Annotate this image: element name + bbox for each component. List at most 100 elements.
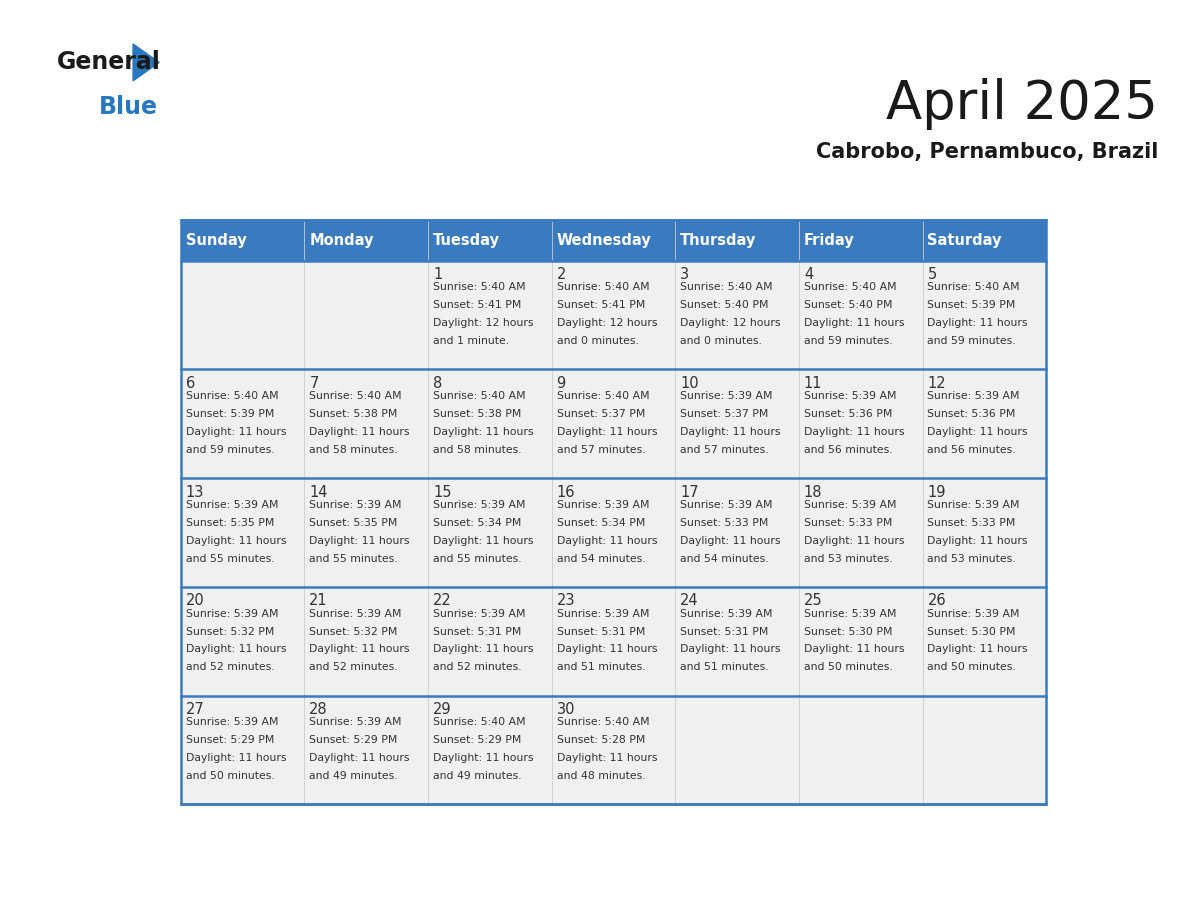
- Text: Sunrise: 5:40 AM: Sunrise: 5:40 AM: [557, 283, 649, 293]
- Bar: [428, 261, 551, 369]
- Text: 11: 11: [804, 376, 822, 391]
- Text: Daylight: 11 hours: Daylight: 11 hours: [804, 644, 904, 655]
- Bar: [428, 219, 551, 261]
- Text: and 57 minutes.: and 57 minutes.: [681, 445, 769, 455]
- Text: General: General: [57, 50, 160, 74]
- Text: Sunrise: 5:39 AM: Sunrise: 5:39 AM: [681, 391, 772, 401]
- Text: and 51 minutes.: and 51 minutes.: [557, 663, 645, 672]
- Text: Sunset: 5:38 PM: Sunset: 5:38 PM: [432, 409, 522, 420]
- Text: 9: 9: [557, 376, 565, 391]
- Text: Daylight: 11 hours: Daylight: 11 hours: [185, 427, 286, 437]
- Text: 4: 4: [804, 267, 813, 282]
- Text: 15: 15: [432, 485, 451, 499]
- Text: Sunrise: 5:40 AM: Sunrise: 5:40 AM: [432, 283, 525, 293]
- Bar: [675, 696, 798, 804]
- Text: Sunset: 5:35 PM: Sunset: 5:35 PM: [185, 518, 274, 528]
- Text: Sunrise: 5:39 AM: Sunrise: 5:39 AM: [185, 500, 278, 509]
- Text: 25: 25: [804, 593, 822, 609]
- Text: and 52 minutes.: and 52 minutes.: [309, 663, 398, 672]
- Text: Daylight: 11 hours: Daylight: 11 hours: [928, 536, 1028, 546]
- Bar: [923, 261, 1047, 369]
- Bar: [923, 219, 1047, 261]
- Bar: [304, 478, 428, 587]
- Text: Sunset: 5:31 PM: Sunset: 5:31 PM: [681, 627, 769, 636]
- Text: Sunset: 5:32 PM: Sunset: 5:32 PM: [185, 627, 274, 636]
- Text: and 51 minutes.: and 51 minutes.: [681, 663, 769, 672]
- Text: Daylight: 11 hours: Daylight: 11 hours: [804, 319, 904, 329]
- Bar: [551, 696, 675, 804]
- Text: 19: 19: [928, 485, 946, 499]
- Text: and 49 minutes.: and 49 minutes.: [309, 771, 398, 781]
- Text: Sunset: 5:36 PM: Sunset: 5:36 PM: [928, 409, 1016, 420]
- Text: Sunset: 5:37 PM: Sunset: 5:37 PM: [557, 409, 645, 420]
- Text: Sunrise: 5:39 AM: Sunrise: 5:39 AM: [804, 609, 897, 619]
- Text: and 57 minutes.: and 57 minutes.: [557, 445, 645, 455]
- Text: Sunset: 5:35 PM: Sunset: 5:35 PM: [309, 518, 398, 528]
- Bar: [923, 369, 1047, 478]
- Text: Sunrise: 5:39 AM: Sunrise: 5:39 AM: [928, 609, 1020, 619]
- Bar: [551, 478, 675, 587]
- Text: Sunset: 5:38 PM: Sunset: 5:38 PM: [309, 409, 398, 420]
- Text: and 55 minutes.: and 55 minutes.: [432, 554, 522, 564]
- Bar: [798, 261, 923, 369]
- Text: Daylight: 11 hours: Daylight: 11 hours: [185, 644, 286, 655]
- Text: Sunrise: 5:39 AM: Sunrise: 5:39 AM: [432, 500, 525, 509]
- Bar: [181, 696, 304, 804]
- Bar: [304, 261, 428, 369]
- Text: Sunset: 5:29 PM: Sunset: 5:29 PM: [309, 735, 398, 745]
- Text: Daylight: 11 hours: Daylight: 11 hours: [928, 427, 1028, 437]
- Text: 3: 3: [681, 267, 689, 282]
- Text: and 59 minutes.: and 59 minutes.: [928, 336, 1016, 346]
- Bar: [798, 219, 923, 261]
- Text: Sunrise: 5:39 AM: Sunrise: 5:39 AM: [557, 500, 649, 509]
- Text: Sunrise: 5:39 AM: Sunrise: 5:39 AM: [804, 391, 897, 401]
- Text: Sunset: 5:31 PM: Sunset: 5:31 PM: [432, 627, 522, 636]
- Bar: [675, 261, 798, 369]
- Text: Sunrise: 5:39 AM: Sunrise: 5:39 AM: [804, 500, 897, 509]
- Text: Sunrise: 5:40 AM: Sunrise: 5:40 AM: [928, 283, 1020, 293]
- Text: and 59 minutes.: and 59 minutes.: [804, 336, 892, 346]
- Text: Daylight: 11 hours: Daylight: 11 hours: [557, 753, 657, 763]
- Text: Sunset: 5:31 PM: Sunset: 5:31 PM: [557, 627, 645, 636]
- Text: Daylight: 11 hours: Daylight: 11 hours: [681, 536, 781, 546]
- Text: Daylight: 11 hours: Daylight: 11 hours: [557, 427, 657, 437]
- Bar: [304, 369, 428, 478]
- Text: 18: 18: [804, 485, 822, 499]
- Text: Sunrise: 5:39 AM: Sunrise: 5:39 AM: [309, 717, 402, 727]
- Bar: [675, 369, 798, 478]
- Text: 7: 7: [309, 376, 318, 391]
- Text: Sunrise: 5:39 AM: Sunrise: 5:39 AM: [185, 609, 278, 619]
- Text: Daylight: 11 hours: Daylight: 11 hours: [432, 536, 533, 546]
- Text: 20: 20: [185, 593, 204, 609]
- Bar: [798, 369, 923, 478]
- Bar: [551, 261, 675, 369]
- Text: Sunrise: 5:39 AM: Sunrise: 5:39 AM: [185, 717, 278, 727]
- Text: Daylight: 11 hours: Daylight: 11 hours: [309, 536, 410, 546]
- Text: Daylight: 11 hours: Daylight: 11 hours: [557, 536, 657, 546]
- Text: 12: 12: [928, 376, 946, 391]
- Text: and 55 minutes.: and 55 minutes.: [309, 554, 398, 564]
- Text: Sunset: 5:36 PM: Sunset: 5:36 PM: [804, 409, 892, 420]
- Text: Sunset: 5:40 PM: Sunset: 5:40 PM: [804, 300, 892, 310]
- Text: 6: 6: [185, 376, 195, 391]
- Text: Daylight: 11 hours: Daylight: 11 hours: [432, 644, 533, 655]
- Bar: [428, 478, 551, 587]
- Text: 8: 8: [432, 376, 442, 391]
- Text: Sunset: 5:29 PM: Sunset: 5:29 PM: [185, 735, 274, 745]
- Text: Daylight: 12 hours: Daylight: 12 hours: [432, 319, 533, 329]
- Text: Daylight: 12 hours: Daylight: 12 hours: [557, 319, 657, 329]
- Bar: [798, 587, 923, 696]
- Bar: [181, 219, 304, 261]
- Text: Sunrise: 5:39 AM: Sunrise: 5:39 AM: [681, 500, 772, 509]
- Text: and 55 minutes.: and 55 minutes.: [185, 554, 274, 564]
- Text: Sunrise: 5:40 AM: Sunrise: 5:40 AM: [557, 391, 649, 401]
- Text: and 50 minutes.: and 50 minutes.: [804, 663, 892, 672]
- Text: and 54 minutes.: and 54 minutes.: [681, 554, 769, 564]
- Text: 17: 17: [681, 485, 699, 499]
- Text: Daylight: 11 hours: Daylight: 11 hours: [309, 427, 410, 437]
- Text: and 52 minutes.: and 52 minutes.: [432, 663, 522, 672]
- Text: 28: 28: [309, 702, 328, 717]
- Bar: [304, 219, 428, 261]
- Text: Sunset: 5:32 PM: Sunset: 5:32 PM: [309, 627, 398, 636]
- Text: Sunset: 5:34 PM: Sunset: 5:34 PM: [557, 518, 645, 528]
